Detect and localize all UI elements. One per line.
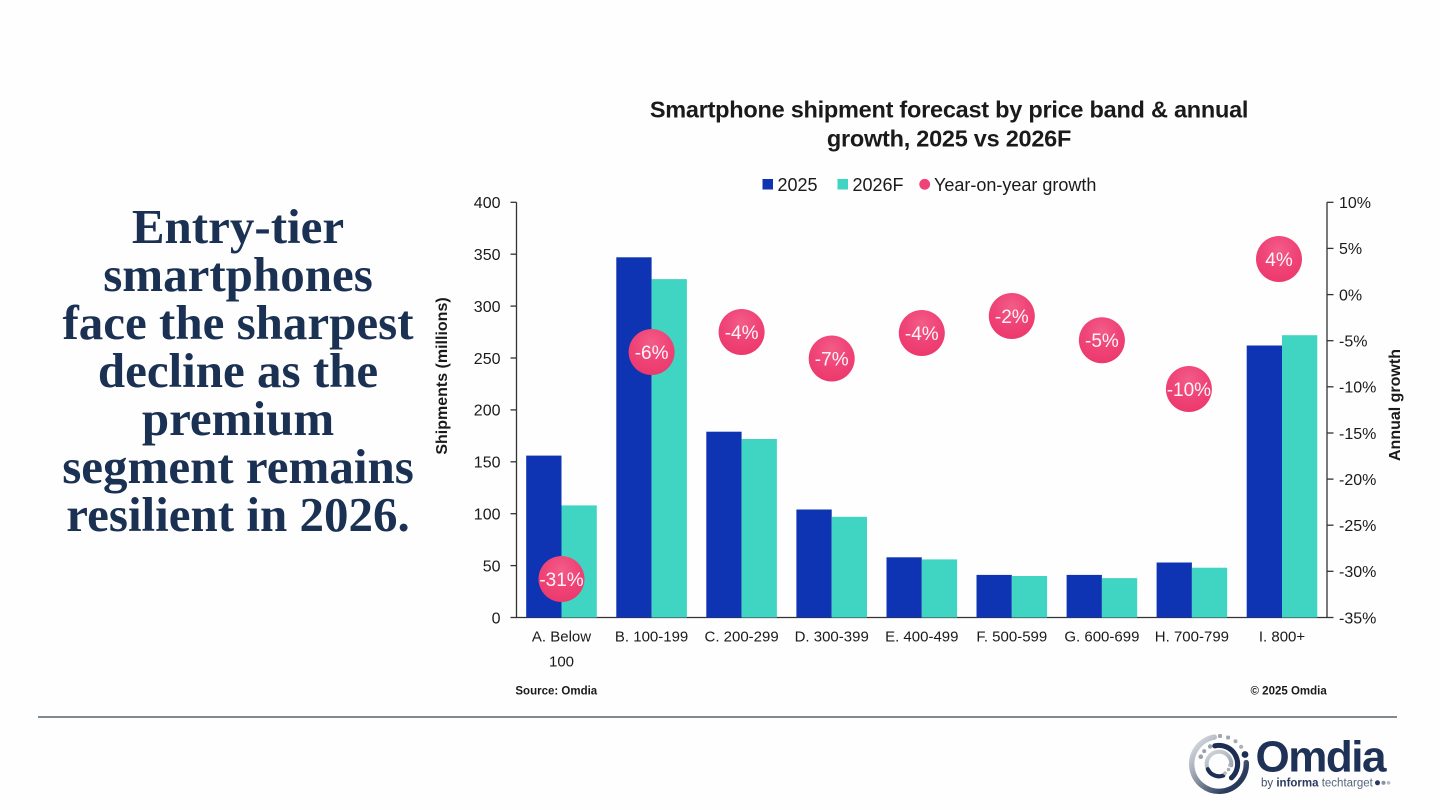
svg-text:Annual growth: Annual growth [1387, 349, 1404, 461]
svg-text:-35%: -35% [1339, 610, 1376, 627]
svg-text:4%: 4% [1265, 250, 1293, 271]
svg-text:-20%: -20% [1339, 472, 1376, 489]
svg-text:10%: 10% [1339, 195, 1371, 212]
svg-text:growth, 2025 vs 2026F: growth, 2025 vs 2026F [827, 126, 1071, 152]
svg-text:-10%: -10% [1167, 380, 1211, 401]
svg-text:150: 150 [474, 455, 501, 472]
svg-text:-7%: -7% [815, 349, 849, 370]
svg-text:-25%: -25% [1339, 518, 1376, 535]
svg-text:A. Below: A. Below [532, 628, 591, 645]
svg-text:100: 100 [549, 653, 574, 670]
svg-text:-4%: -4% [725, 323, 759, 344]
svg-text:2026F: 2026F [853, 175, 904, 195]
svg-text:-5%: -5% [1339, 334, 1367, 351]
svg-text:H. 700-799: H. 700-799 [1155, 628, 1229, 645]
svg-text:smartphones: smartphones [103, 247, 373, 302]
svg-text:segment remains: segment remains [62, 439, 414, 494]
svg-text:© 2025 Omdia: © 2025 Omdia [1251, 686, 1328, 698]
svg-text:-15%: -15% [1339, 426, 1376, 443]
svg-text:G. 600-699: G. 600-699 [1064, 628, 1139, 645]
svg-text:by informa techtarget: by informa techtarget [1261, 778, 1374, 790]
svg-text:-4%: -4% [905, 324, 939, 345]
svg-text:resilient in 2026.: resilient in 2026. [66, 487, 409, 542]
svg-text:400: 400 [474, 195, 501, 212]
svg-text:decline as the: decline as the [98, 343, 378, 398]
svg-text:-10%: -10% [1339, 380, 1376, 397]
svg-text:250: 250 [474, 351, 501, 368]
svg-text:350: 350 [474, 247, 501, 264]
svg-text:5%: 5% [1339, 241, 1362, 258]
svg-text:-31%: -31% [539, 570, 583, 591]
svg-text:B. 100-199: B. 100-199 [615, 628, 688, 645]
svg-text:300: 300 [474, 299, 501, 316]
svg-text:0: 0 [492, 610, 501, 627]
svg-text:2025: 2025 [778, 175, 818, 195]
svg-text:Shipments (millions): Shipments (millions) [434, 297, 451, 454]
svg-text:Source: Omdia: Source: Omdia [515, 686, 597, 698]
svg-text:200: 200 [474, 403, 501, 420]
svg-text:E. 400-499: E. 400-499 [885, 628, 958, 645]
svg-text:Omdia: Omdia [1256, 733, 1387, 782]
svg-text:0%: 0% [1339, 287, 1362, 304]
svg-text:Year-on-year growth: Year-on-year growth [934, 175, 1096, 195]
svg-text:50: 50 [483, 558, 501, 575]
svg-text:-6%: -6% [635, 343, 669, 364]
svg-text:-5%: -5% [1085, 331, 1119, 352]
svg-text:D. 300-399: D. 300-399 [795, 628, 869, 645]
svg-text:I. 800+: I. 800+ [1259, 628, 1306, 645]
svg-text:F. 500-599: F. 500-599 [976, 628, 1047, 645]
svg-text:100: 100 [474, 507, 501, 524]
svg-text:Smartphone shipment forecast b: Smartphone shipment forecast by price ba… [650, 97, 1248, 123]
svg-text:-30%: -30% [1339, 564, 1376, 581]
svg-text:-2%: -2% [995, 307, 1029, 328]
svg-text:face the sharpest: face the sharpest [62, 295, 414, 350]
svg-text:premium: premium [142, 391, 334, 446]
svg-text:Entry-tier: Entry-tier [132, 199, 344, 254]
svg-text:C. 200-299: C. 200-299 [704, 628, 778, 645]
